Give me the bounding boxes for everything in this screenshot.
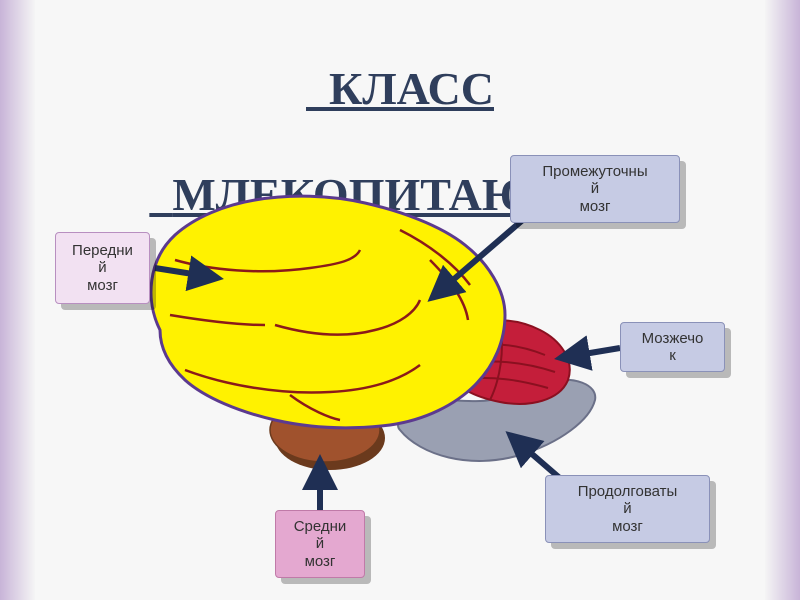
arrow-cerebellum [560, 348, 620, 358]
label-cerebellum-text: Мозжечо к [642, 330, 704, 365]
label-cerebellum: Мозжечо к [620, 322, 725, 372]
label-diencephalon: Промежуточны й мозг [510, 155, 680, 223]
label-forebrain-text: Передни й мозг [72, 242, 133, 294]
label-midbrain: Средни й мозг [275, 510, 365, 578]
label-medulla: Продолговаты й мозг [545, 475, 710, 543]
label-medulla-text: Продолговаты й мозг [578, 483, 678, 535]
label-diencephalon-text: Промежуточны й мозг [542, 163, 647, 215]
label-forebrain: Передни й мозг [55, 232, 150, 304]
label-midbrain-text: Средни й мозг [294, 518, 347, 570]
forebrain-shape [151, 196, 505, 428]
